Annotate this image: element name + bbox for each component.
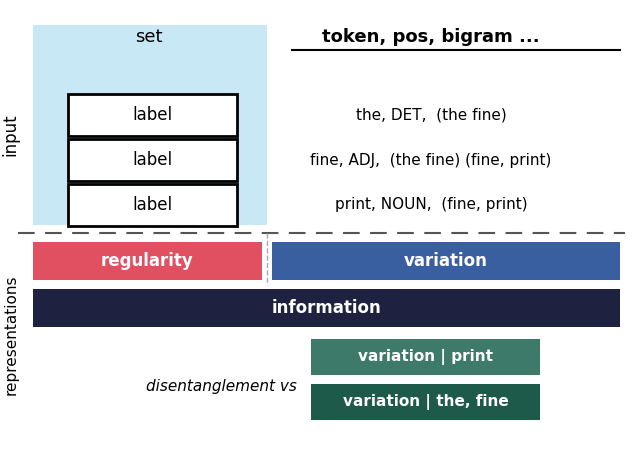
FancyBboxPatch shape xyxy=(33,25,267,225)
FancyBboxPatch shape xyxy=(33,242,262,280)
Text: the, DET,  (the fine): the, DET, (the fine) xyxy=(356,107,506,122)
FancyBboxPatch shape xyxy=(33,289,620,327)
Text: set: set xyxy=(136,28,163,46)
Text: label: label xyxy=(132,106,172,124)
Text: token, pos, bigram ...: token, pos, bigram ... xyxy=(322,28,540,46)
Text: fine, ADJ,  (the fine) (fine, print): fine, ADJ, (the fine) (fine, print) xyxy=(310,152,552,167)
Text: regularity: regularity xyxy=(100,252,193,270)
FancyBboxPatch shape xyxy=(312,384,540,420)
Text: representations: representations xyxy=(3,275,19,395)
FancyBboxPatch shape xyxy=(312,339,540,375)
FancyBboxPatch shape xyxy=(67,94,237,136)
FancyBboxPatch shape xyxy=(271,242,620,280)
Text: variation | print: variation | print xyxy=(358,349,493,365)
Text: disentanglement vs: disentanglement vs xyxy=(147,379,297,394)
Text: input: input xyxy=(2,114,20,157)
FancyBboxPatch shape xyxy=(67,184,237,226)
Text: label: label xyxy=(132,151,172,169)
Text: variation | the, fine: variation | the, fine xyxy=(343,394,509,410)
Text: print, NOUN,  (fine, print): print, NOUN, (fine, print) xyxy=(335,197,527,212)
FancyBboxPatch shape xyxy=(67,139,237,181)
Text: variation: variation xyxy=(404,252,488,270)
Text: label: label xyxy=(132,196,172,214)
Text: information: information xyxy=(271,299,381,317)
